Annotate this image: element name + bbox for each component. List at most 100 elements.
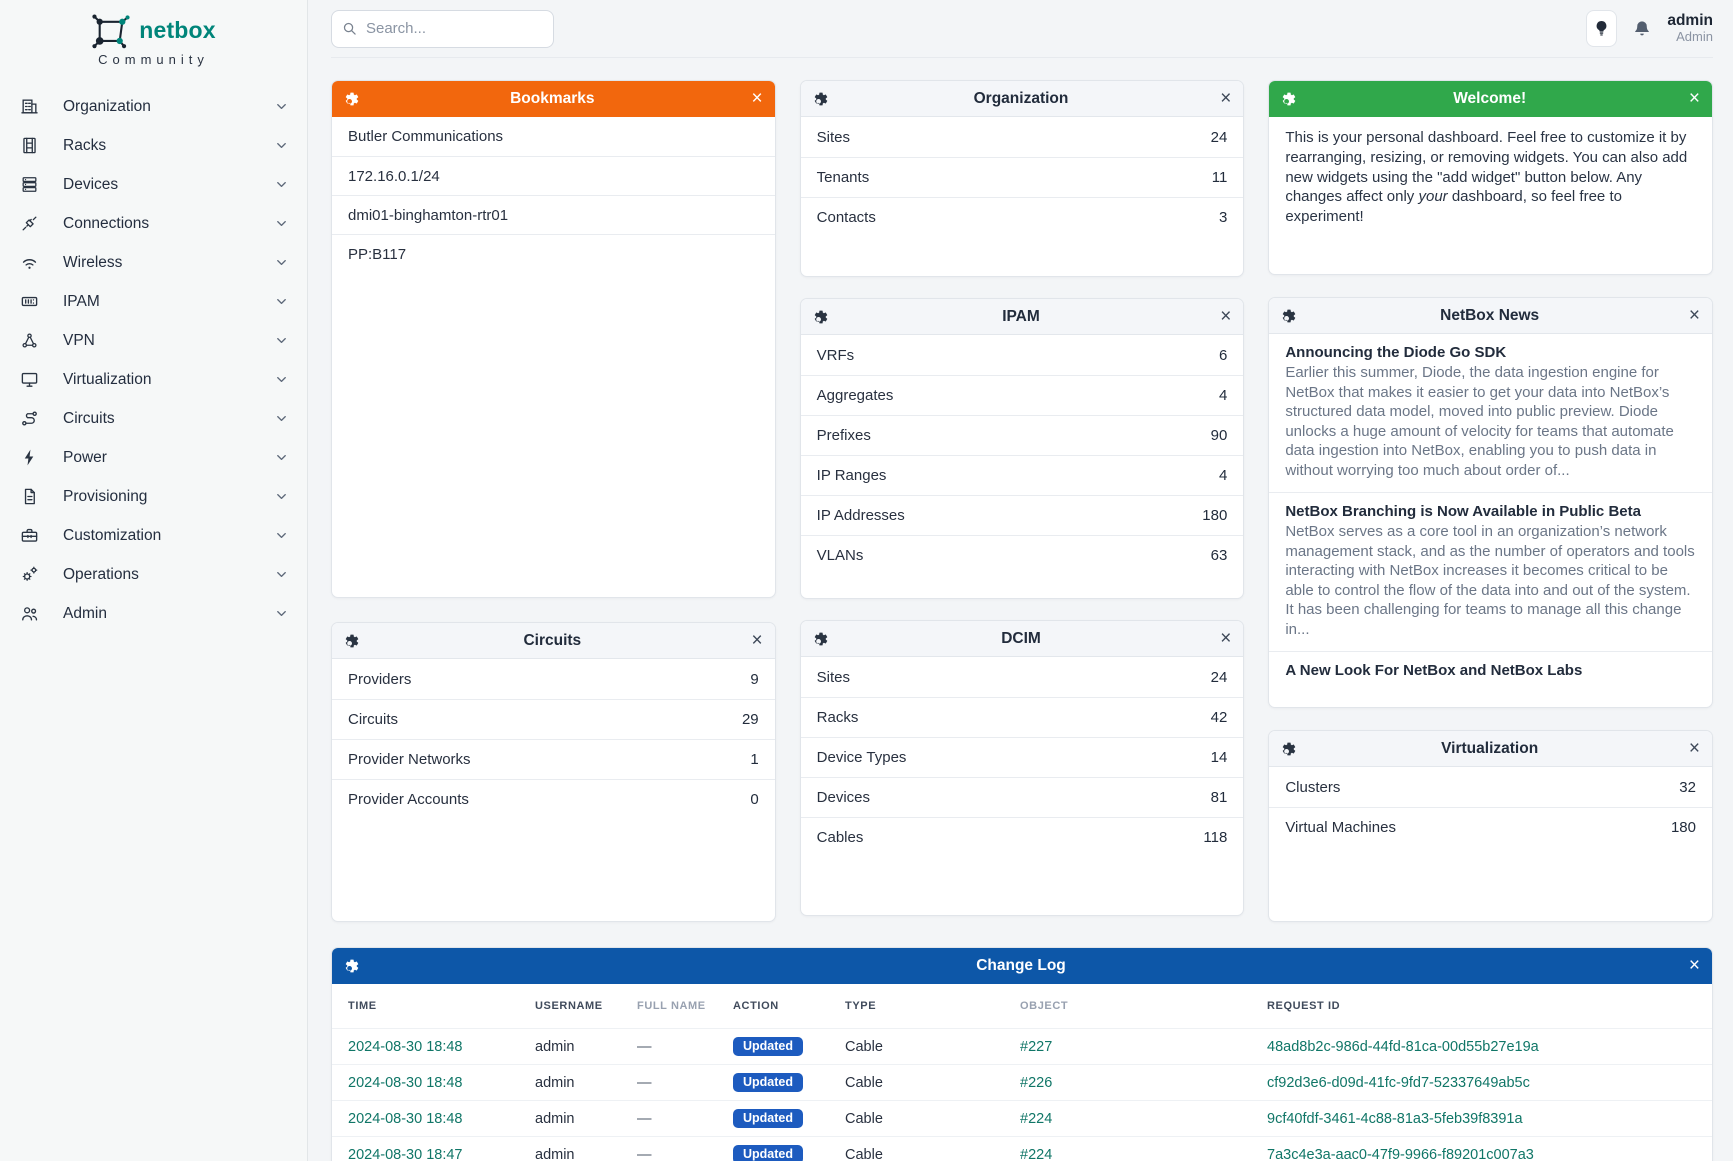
bookmark-link[interactable]: 172.16.0.1/24 — [332, 156, 775, 195]
stat-value[interactable]: 3 — [1218, 209, 1228, 226]
gear-icon[interactable] — [813, 309, 829, 325]
stat-value[interactable]: 24 — [1210, 128, 1228, 146]
stat-row: Sites 24 — [816, 668, 1228, 686]
stat-list: Sites 24 Tenants 11 Contacts 3 — [800, 117, 1244, 237]
sidebar-item-power[interactable]: Power — [0, 438, 307, 477]
sidebar-item-provisioning[interactable]: Provisioning — [0, 477, 307, 516]
stat-value[interactable]: 14 — [1210, 749, 1228, 766]
stat-value[interactable]: 63 — [1210, 547, 1228, 564]
changelog-time-link[interactable]: 2024-08-30 18:48 — [348, 1074, 463, 1091]
close-icon[interactable]: × — [1220, 628, 1232, 649]
sidebar-item-connections[interactable]: Connections — [0, 204, 307, 243]
stat-value[interactable]: 90 — [1210, 427, 1228, 444]
chevron-down-icon — [274, 450, 289, 465]
stat-value[interactable]: 29 — [741, 711, 759, 728]
changelog-request-id-link[interactable]: 9cf40fdf-3461-4c88-81a3-5feb39f8391a — [1267, 1110, 1523, 1127]
bolt-icon — [20, 448, 39, 467]
brand[interactable]: netbox Community — [0, 0, 307, 71]
stat-row: Devices 81 — [800, 777, 1244, 817]
close-icon[interactable]: × — [1220, 306, 1232, 327]
stat-row: Provider Networks 1 — [332, 739, 775, 779]
sidebar-item-racks[interactable]: Racks — [0, 126, 307, 165]
action-badge: Updated — [733, 1036, 803, 1057]
toolbox-icon — [20, 526, 39, 545]
close-icon[interactable]: × — [1220, 88, 1232, 109]
stat-value[interactable]: 1 — [750, 751, 759, 768]
news-headline[interactable]: Announcing the Diode Go SDK — [1285, 344, 1507, 361]
stat-value[interactable]: 24 — [1210, 668, 1228, 686]
stat-value[interactable]: 6 — [1218, 346, 1228, 364]
sidebar-item-virtualization[interactable]: Virtualization — [0, 360, 307, 399]
changelog-object-link[interactable]: #227 — [1020, 1038, 1053, 1055]
gear-icon[interactable] — [344, 91, 360, 107]
user-cluster: admin Admin — [1586, 10, 1713, 47]
stat-value[interactable]: 180 — [1202, 507, 1228, 524]
stat-value[interactable]: 9 — [750, 670, 759, 688]
building-icon — [20, 97, 39, 116]
widget-circuits: Circuits × Providers 9 Circuits 29 Provide… — [331, 622, 776, 922]
sidebar-item-devices[interactable]: Devices — [0, 165, 307, 204]
stat-value[interactable]: 0 — [750, 791, 759, 808]
close-icon[interactable]: × — [1688, 305, 1700, 326]
sidebar-item-wireless[interactable]: Wireless — [0, 243, 307, 282]
gear-icon[interactable] — [1281, 741, 1297, 757]
stat-value[interactable]: 42 — [1210, 709, 1228, 726]
stat-value[interactable]: 180 — [1670, 819, 1696, 836]
sidebar-item-customization[interactable]: Customization — [0, 516, 307, 555]
stat-value[interactable]: 4 — [1218, 467, 1228, 484]
stat-value[interactable]: 4 — [1218, 387, 1228, 404]
sidebar-item-vpn[interactable]: VPN — [0, 321, 307, 360]
changelog-object-link[interactable]: #226 — [1020, 1074, 1053, 1091]
netbox-logo-icon — [91, 12, 131, 49]
changelog-object-link[interactable]: #224 — [1020, 1146, 1053, 1161]
search-input[interactable] — [365, 20, 543, 37]
changelog-request-id-link[interactable]: 7a3c4e3a-aac0-47f9-9966-f89201c007a3 — [1267, 1146, 1534, 1161]
stat-value[interactable]: 81 — [1210, 789, 1228, 806]
bookmark-link[interactable]: dmi01-binghamton-rtr01 — [332, 195, 775, 234]
search-box[interactable] — [331, 9, 554, 48]
close-icon[interactable]: × — [1688, 738, 1700, 759]
close-icon[interactable]: × — [751, 630, 763, 651]
close-icon[interactable]: × — [751, 88, 763, 109]
close-icon[interactable]: × — [1688, 88, 1700, 109]
gear-icon[interactable] — [813, 91, 829, 107]
stat-value[interactable]: 118 — [1203, 829, 1228, 846]
gear-icon[interactable] — [344, 958, 360, 974]
gear-icon[interactable] — [344, 633, 360, 649]
sidebar-item-operations[interactable]: Operations — [0, 555, 307, 594]
user-menu[interactable]: admin Admin — [1667, 12, 1713, 45]
theme-toggle-button[interactable] — [1586, 10, 1618, 47]
stat-row: Contacts 3 — [800, 197, 1244, 237]
bookmark-link[interactable]: Butler Communications — [348, 128, 504, 145]
changelog-request-id-link[interactable]: 48ad8b2c-986d-44fd-81ca-00d55b27e19a — [1267, 1038, 1539, 1055]
close-icon[interactable]: × — [1688, 955, 1700, 976]
widget-welcome: Welcome! × This is your personal dashboa… — [1268, 80, 1713, 275]
topbar: admin Admin — [331, 0, 1713, 58]
bookmark-link[interactable]: PP:B117 — [332, 234, 775, 273]
sidebar-item-circuits[interactable]: Circuits — [0, 399, 307, 438]
changelog-object-link[interactable]: #224 — [1020, 1110, 1053, 1127]
changelog-time-link[interactable]: 2024-08-30 18:48 — [348, 1110, 463, 1127]
widget-title: DCIM — [1001, 629, 1041, 647]
column-header-full-name: Full Name — [637, 1000, 706, 1012]
changelog-time-link[interactable]: 2024-08-30 18:48 — [348, 1038, 463, 1055]
stat-value[interactable]: 11 — [1211, 169, 1228, 186]
gear-icon[interactable] — [813, 631, 829, 647]
notifications-bell-icon[interactable] — [1632, 19, 1652, 39]
sidebar-item-admin[interactable]: Admin — [0, 594, 307, 633]
widget-title: Circuits — [523, 631, 582, 649]
vpn-nodes-icon — [20, 331, 39, 350]
changelog-request-id-link[interactable]: cf92d3e6-d09d-41fc-9fd7-52337649ab5c — [1267, 1074, 1530, 1091]
stat-value[interactable]: 32 — [1679, 778, 1696, 796]
column-header-type: Type — [845, 1000, 877, 1012]
gear-icon[interactable] — [1281, 91, 1297, 107]
sidebar-item-ipam[interactable]: IPAM — [0, 282, 307, 321]
gear-icon[interactable] — [1281, 308, 1297, 324]
news-headline[interactable]: NetBox Branching is Now Available in Pub… — [1285, 503, 1641, 520]
widget-virtualization: Virtualization × Clusters 32 Virtual Mach… — [1268, 730, 1713, 922]
news-body: Earlier this summer, Diode, the data ing… — [1285, 364, 1674, 479]
news-headline[interactable]: A New Look For NetBox and NetBox Labs — [1285, 662, 1583, 679]
sidebar-item-organization[interactable]: Organization — [0, 87, 307, 126]
changelog-time-link[interactable]: 2024-08-30 18:47 — [348, 1146, 463, 1161]
news-item: NetBox Branching is Now Available in Pub… — [1269, 492, 1712, 651]
